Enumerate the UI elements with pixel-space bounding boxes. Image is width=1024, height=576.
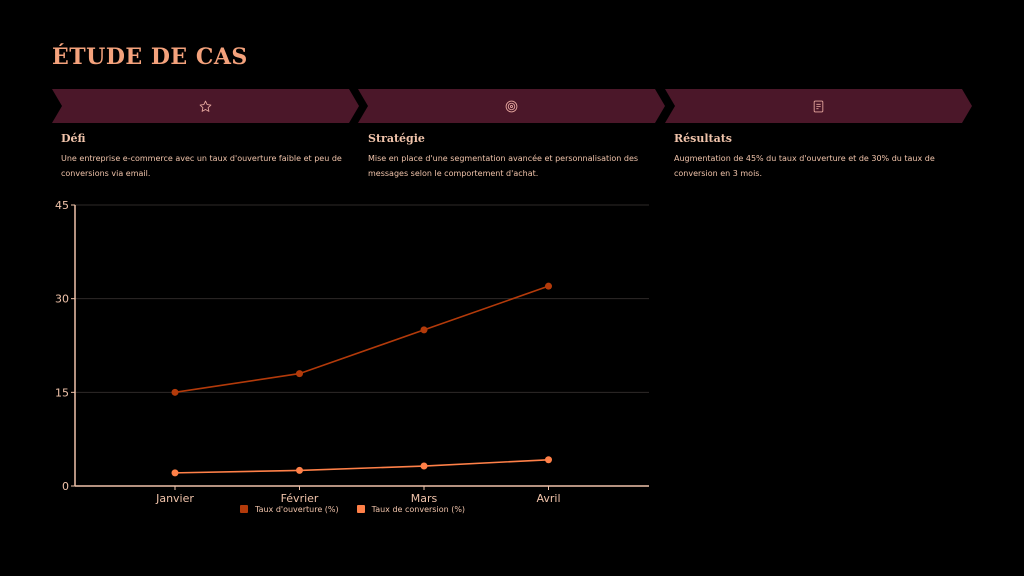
step-banner-resultats xyxy=(665,89,972,123)
legend-item-conversion[interactable]: Taux de conversion (%) xyxy=(356,505,466,514)
data-point xyxy=(171,469,179,477)
data-point xyxy=(296,466,303,474)
legend-swatch xyxy=(356,505,365,513)
step-text: Une entreprise e-commerce avec un taux d… xyxy=(61,154,342,178)
page-title: ÉTUDE DE CAS xyxy=(52,44,248,70)
legend-item-ouverture[interactable]: Taux d'ouverture (%) xyxy=(240,505,339,514)
data-point xyxy=(545,282,552,290)
chart-legend: Taux d'ouverture (%) Taux de conversion … xyxy=(240,505,465,514)
y-tick-label: 15 xyxy=(55,386,69,399)
step-heading: Défi xyxy=(61,132,86,145)
document-icon xyxy=(812,100,825,113)
data-point xyxy=(171,388,179,396)
series-line-1 xyxy=(174,458,549,474)
step-resultats: Résultats Augmentation de 45% du taux d'… xyxy=(674,132,964,181)
legend-label: Taux d'ouverture (%) xyxy=(255,505,339,514)
x-tick-label: Mars xyxy=(411,492,438,505)
x-tick-label: Avril xyxy=(536,492,560,505)
y-tick-label: 0 xyxy=(62,480,69,493)
target-icon xyxy=(505,100,518,113)
series-line-0 xyxy=(174,285,549,394)
data-point xyxy=(296,370,303,378)
data-point xyxy=(545,456,552,464)
x-tick-label: Janvier xyxy=(155,492,194,505)
legend-swatch xyxy=(240,505,248,513)
legend-label: Taux de conversion (%) xyxy=(371,505,466,514)
step-banner-defi xyxy=(52,89,359,123)
step-banner-strategie xyxy=(358,89,665,123)
data-point xyxy=(420,462,428,470)
y-tick-label: 30 xyxy=(55,293,69,306)
step-heading: Stratégie xyxy=(368,132,425,145)
x-tick-label: Février xyxy=(281,492,319,505)
star-icon xyxy=(199,100,212,113)
step-defi: Défi Une entreprise e-commerce avec un t… xyxy=(61,132,351,181)
y-tick-label: 45 xyxy=(55,199,69,212)
step-heading: Résultats xyxy=(674,132,732,145)
step-text: Mise en place d'une segmentation avancée… xyxy=(368,154,639,178)
data-point xyxy=(420,326,428,334)
step-text: Augmentation de 45% du taux d'ouverture … xyxy=(674,154,935,178)
step-strategie: Stratégie Mise en place d'une segmentati… xyxy=(368,132,658,181)
